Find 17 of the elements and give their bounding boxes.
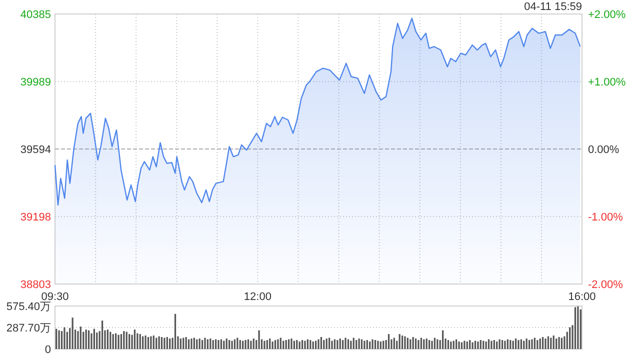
x-tick-label: 12:00 (244, 291, 272, 303)
x-tick-label: 09:30 (41, 291, 69, 303)
x-tick-label: 16:00 (568, 291, 596, 303)
y2-tick-label: -1.00% (588, 212, 624, 224)
y-tick-label: 40385 (20, 9, 51, 21)
y-tick-label: 287.70万 (6, 322, 51, 334)
y2-tick-label: +1.00% (588, 76, 626, 88)
y2-tick-label: -2.00% (588, 279, 624, 291)
y-tick-label: 0 (44, 344, 51, 356)
y-tick-label: 39198 (20, 212, 51, 224)
y-tick-label: 39989 (20, 76, 51, 89)
y-tick-label: 39594 (20, 144, 51, 156)
text: 04-11 15:59 (524, 1, 582, 13)
y2-tick-label: 0.00% (588, 144, 620, 156)
y-tick-label: 575.40万 (6, 301, 51, 313)
y-tick-label: 38803 (20, 279, 51, 291)
y2-tick-label: +2.00% (588, 9, 626, 21)
